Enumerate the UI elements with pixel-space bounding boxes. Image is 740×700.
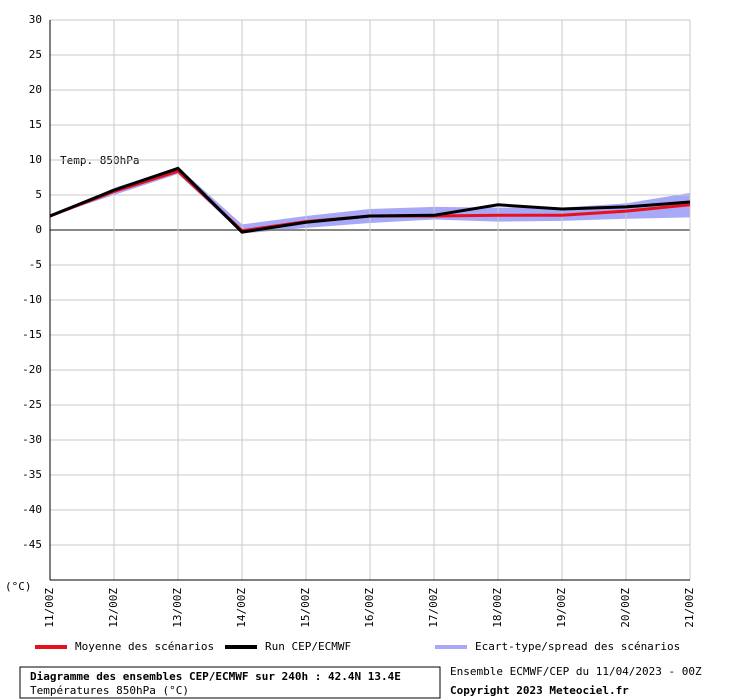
source: Ensemble ECMWF/CEP du 11/04/2023 - 00Z [450, 665, 702, 678]
x-tick-label: 13/00Z [171, 588, 184, 628]
x-tick-label: 20/00Z [619, 588, 632, 628]
legend-label: Ecart-type/spread des scénarios [475, 640, 680, 653]
x-tick-label: 19/00Z [555, 588, 568, 628]
x-tick-label: 15/00Z [299, 588, 312, 628]
y-tick-label: -35 [22, 468, 42, 481]
legend-label: Moyenne des scénarios [75, 640, 214, 653]
y-tick-label: 30 [29, 13, 42, 26]
y-tick-label: -45 [22, 538, 42, 551]
y-tick-label: -5 [29, 258, 42, 271]
y-tick-label: -25 [22, 398, 42, 411]
x-tick-label: 12/00Z [107, 588, 120, 628]
x-tick-label: 18/00Z [491, 588, 504, 628]
y-tick-label: -15 [22, 328, 42, 341]
legend-label: Run CEP/ECMWF [265, 640, 351, 653]
x-tick-label: 14/00Z [235, 588, 248, 628]
x-tick-label: 11/00Z [43, 588, 56, 628]
x-tick-label: 21/00Z [683, 588, 696, 628]
y-tick-label: 15 [29, 118, 42, 131]
y-tick-label: 0 [35, 223, 42, 236]
y-tick-label: -30 [22, 433, 42, 446]
y-axis-label: (°C) [5, 580, 32, 593]
info-box [19, 666, 441, 699]
chart-title: Diagramme des ensembles CEP/ECMWF sur 24… [30, 670, 401, 683]
y-tick-label: -40 [22, 503, 42, 516]
copyright: Copyright 2023 Meteociel.fr [450, 684, 629, 697]
y-tick-label: -10 [22, 293, 42, 306]
spread-band [50, 167, 690, 234]
y-tick-label: 25 [29, 48, 42, 61]
series-line [49, 166, 691, 234]
x-tick-label: 16/00Z [363, 588, 376, 628]
y-tick-label: 10 [29, 153, 42, 166]
x-tick-label: 17/00Z [427, 588, 440, 628]
y-tick-label: 20 [29, 83, 42, 96]
y-tick-label: -20 [22, 363, 42, 376]
chart-subtitle: Températures 850hPa (°C) [30, 684, 189, 697]
y-tick-label: 5 [35, 188, 42, 201]
